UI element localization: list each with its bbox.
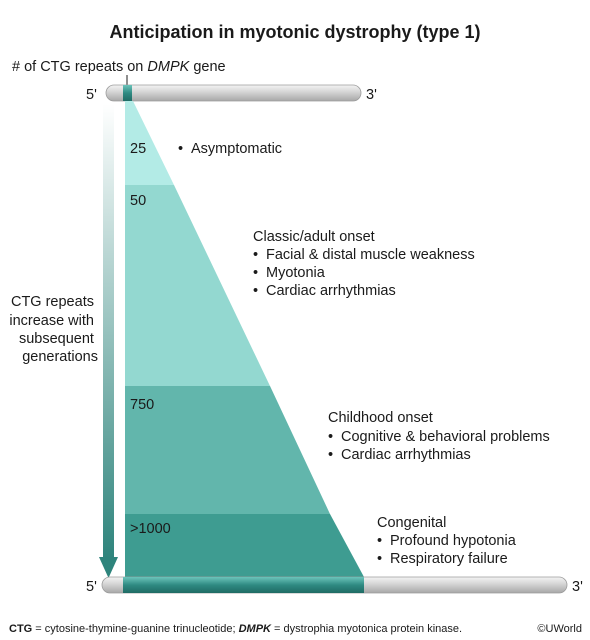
repeat-count-1000: >1000 <box>130 521 171 537</box>
phenotype-congenital: Congenital • Profound hypotonia • Respir… <box>377 515 517 567</box>
arrow-label: CTG repeats increase with subsequent gen… <box>9 294 98 365</box>
arrow-label-line: generations <box>22 349 98 365</box>
phenotype-item: Myotonia <box>266 265 326 281</box>
arrow-label-line: increase with <box>9 313 94 329</box>
bottom-strand-5prime: 5' <box>86 579 97 595</box>
phenotype-childhood: Childhood onset • Cognitive & behavioral… <box>328 410 550 463</box>
repeat-count-750: 750 <box>130 397 154 413</box>
repeat-count-50: 50 <box>130 193 146 209</box>
band-750 <box>125 386 330 514</box>
footnote-definition: = dystrophia myotonica protein kinase. <box>271 623 462 635</box>
band-50 <box>125 185 270 386</box>
phenotype-heading: Classic/adult onset <box>253 229 375 245</box>
arrow-label-line: subsequent <box>19 331 94 347</box>
band-1000 <box>125 514 364 577</box>
bullet: • <box>377 533 382 549</box>
diagram-title: Anticipation in myotonic dystrophy (type… <box>109 22 480 42</box>
phenotype-item: Profound hypotonia <box>390 533 517 549</box>
phenotype-item: Facial & distal muscle weakness <box>266 247 475 263</box>
footnote-abbr: DMPK <box>239 623 272 635</box>
repeat-count-25: 25 <box>130 141 146 157</box>
generations-arrow-icon <box>99 104 118 578</box>
top-repeat-segment <box>123 85 132 101</box>
bottom-strand-3prime: 3' <box>572 579 583 595</box>
phenotype-item: Cardiac arrhythmias <box>341 447 471 463</box>
gene-label-suffix: gene <box>189 59 225 75</box>
footnote-definition: = cytosine-thymine-guanine trinucleotide… <box>32 623 238 635</box>
phenotype-heading: Childhood onset <box>328 410 433 426</box>
footnote-abbr: CTG <box>9 623 32 635</box>
bullet: • <box>253 247 258 263</box>
bullet: • <box>253 265 258 281</box>
phenotype-classic-adult: Classic/adult onset • Facial & distal mu… <box>253 229 475 299</box>
top-dna-strand <box>105 84 362 102</box>
phenotype-heading: Congenital <box>377 515 446 531</box>
phenotype-item: Respiratory failure <box>390 551 508 567</box>
phenotype-item: Cognitive & behavioral problems <box>341 429 550 445</box>
phenotype-asymptomatic: • Asymptomatic <box>178 141 282 157</box>
gene-label-prefix: # of CTG repeats on <box>12 59 147 75</box>
gene-label: # of CTG repeats on DMPK gene <box>12 59 226 75</box>
bullet: • <box>178 141 183 157</box>
band-25 <box>125 101 174 185</box>
bullet: • <box>377 551 382 567</box>
gene-label-gene: DMPK <box>147 59 190 75</box>
footnote: CTG = cytosine-thymine-guanine trinucleo… <box>9 623 462 635</box>
bottom-repeat-segment <box>123 577 364 593</box>
arrow-label-line: CTG repeats <box>11 294 94 310</box>
copyright: ©UWorld <box>537 623 582 635</box>
bullet: • <box>328 447 333 463</box>
bullet: • <box>328 429 333 445</box>
phenotype-item: Cardiac arrhythmias <box>266 283 396 299</box>
bullet: • <box>253 283 258 299</box>
top-strand-3prime: 3' <box>366 87 377 103</box>
phenotype-item: Asymptomatic <box>191 141 282 157</box>
top-strand-5prime: 5' <box>86 87 97 103</box>
